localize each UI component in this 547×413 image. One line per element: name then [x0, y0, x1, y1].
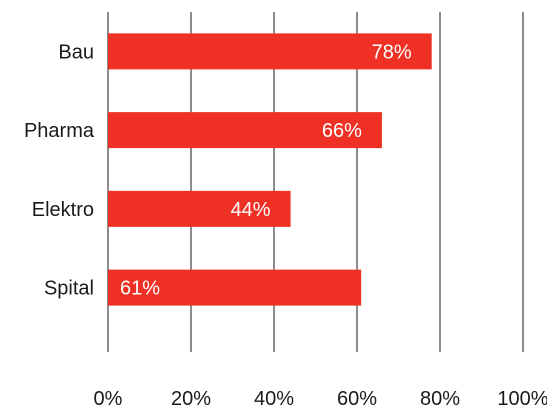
x-tick-label: 0%: [94, 388, 123, 410]
bar: [108, 112, 382, 149]
x-tick-label: 80%: [420, 388, 460, 410]
bar: [108, 33, 432, 70]
data-label: 44%: [231, 199, 271, 221]
category-label: Bau: [58, 41, 94, 63]
tick-labels: 0% 20% 40% 60% 80% 100%: [94, 388, 547, 410]
category-label: Spital: [44, 278, 94, 300]
x-tick-label: 20%: [171, 388, 211, 410]
data-label: 78%: [372, 41, 412, 63]
bar: [108, 190, 291, 227]
category-labels: Bau 78% Pharma 66% Elektro 44% Spital 61%: [24, 41, 412, 299]
data-label: 66%: [322, 120, 362, 142]
x-tick-label: 60%: [337, 388, 377, 410]
category-label: Elektro: [32, 199, 94, 221]
x-tick-label: 40%: [254, 388, 294, 410]
x-tick-label: 100%: [497, 388, 547, 410]
category-label: Pharma: [24, 120, 95, 142]
bar: [108, 269, 362, 306]
data-label: 61%: [120, 278, 160, 300]
bars-group: [108, 33, 432, 306]
